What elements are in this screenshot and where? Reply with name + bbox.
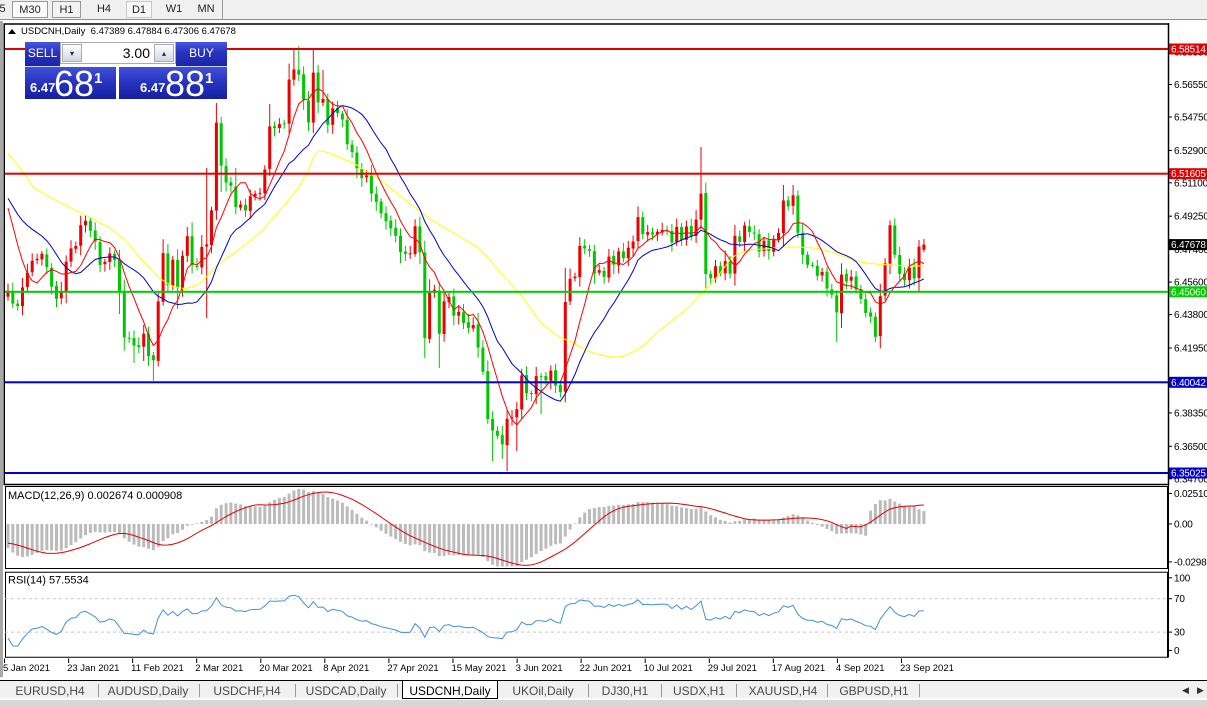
svg-text:6.36500: 6.36500	[1174, 442, 1207, 453]
svg-text:6.43800: 6.43800	[1174, 310, 1207, 321]
svg-text:17 Aug 2021: 17 Aug 2021	[772, 663, 825, 674]
svg-text:3 Jun 2021: 3 Jun 2021	[516, 663, 563, 674]
svg-text:-0.02988: -0.02988	[1174, 557, 1207, 568]
svg-text:27 Apr 2021: 27 Apr 2021	[387, 663, 438, 674]
svg-text:0.025108: 0.025108	[1174, 489, 1207, 500]
svg-text:MACD(12,26,9) 0.002674 0.00090: MACD(12,26,9) 0.002674 0.000908	[8, 490, 182, 502]
svg-text:6.47678: 6.47678	[1171, 240, 1206, 251]
svg-text:5 Jan 2021: 5 Jan 2021	[3, 663, 50, 674]
svg-text:22 Jun 2021: 22 Jun 2021	[580, 663, 632, 674]
svg-text:6.51100: 6.51100	[1174, 178, 1207, 189]
svg-text:29 Jul 2021: 29 Jul 2021	[708, 663, 757, 674]
svg-text:23 Jan 2021: 23 Jan 2021	[67, 663, 119, 674]
svg-text:10 Jul 2021: 10 Jul 2021	[644, 663, 693, 674]
svg-text:RSI(14) 57.5534: RSI(14) 57.5534	[8, 575, 89, 587]
svg-text:6.45060: 6.45060	[1171, 287, 1206, 298]
svg-text:6.56550: 6.56550	[1174, 80, 1207, 91]
svg-text:6.58514: 6.58514	[1171, 45, 1206, 56]
svg-text:6.51605: 6.51605	[1171, 169, 1206, 180]
svg-text:6.45600: 6.45600	[1174, 278, 1207, 289]
svg-text:6.49250: 6.49250	[1174, 212, 1207, 223]
svg-text:6.41950: 6.41950	[1174, 344, 1207, 355]
svg-text:6.40042: 6.40042	[1171, 378, 1206, 389]
svg-text:4 Sep 2021: 4 Sep 2021	[836, 663, 885, 674]
svg-text:15 May 2021: 15 May 2021	[452, 663, 507, 674]
svg-text:20 Mar 2021: 20 Mar 2021	[259, 663, 312, 674]
svg-text:6.52900: 6.52900	[1174, 146, 1207, 157]
svg-text:100: 100	[1174, 573, 1191, 584]
svg-text:6.35025: 6.35025	[1171, 469, 1206, 480]
svg-text:6.34700: 6.34700	[1174, 474, 1207, 485]
svg-text:0.00: 0.00	[1174, 519, 1193, 530]
svg-text:8 Apr 2021: 8 Apr 2021	[323, 663, 369, 674]
svg-text:2 Mar 2021: 2 Mar 2021	[195, 663, 243, 674]
svg-text:6.47400: 6.47400	[1174, 245, 1207, 256]
svg-text:30: 30	[1174, 628, 1185, 639]
svg-text:70: 70	[1174, 594, 1185, 605]
svg-text:6.54750: 6.54750	[1174, 113, 1207, 124]
svg-text:11 Feb 2021: 11 Feb 2021	[131, 663, 184, 674]
svg-text:0: 0	[1174, 646, 1180, 657]
svg-text:23 Sep 2021: 23 Sep 2021	[900, 663, 954, 674]
svg-text:6.38350: 6.38350	[1174, 408, 1207, 419]
